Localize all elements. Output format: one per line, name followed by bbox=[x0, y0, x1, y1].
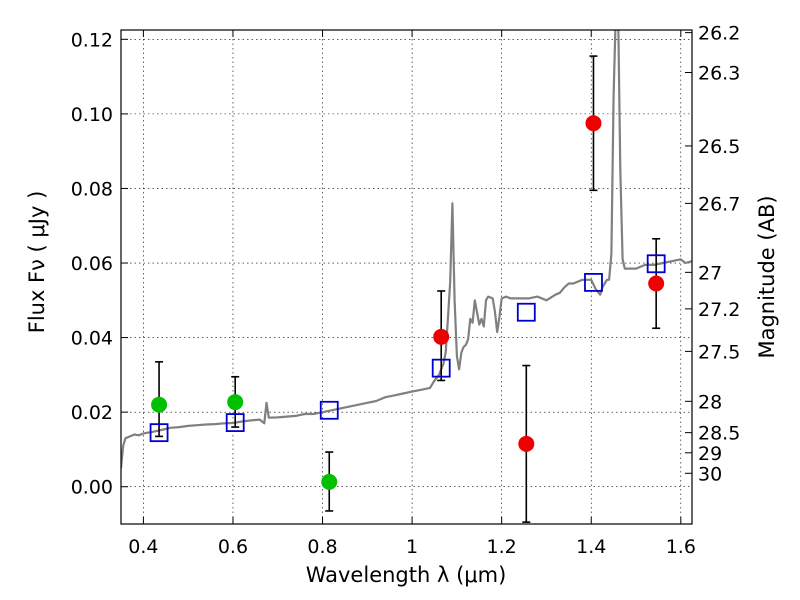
model-band-marker bbox=[516, 302, 536, 322]
x-tick-label: 1.2 bbox=[487, 536, 517, 558]
y2-tick-label: 26.5 bbox=[698, 136, 740, 158]
x-tick-label: 0.4 bbox=[128, 536, 158, 558]
spectrum-line bbox=[121, 30, 692, 469]
y-tick-label: 0.12 bbox=[71, 29, 113, 51]
y-tick-label: 0.10 bbox=[71, 104, 113, 126]
y2-tick-label: 26.3 bbox=[698, 63, 740, 85]
model-band-marker bbox=[431, 358, 451, 378]
y2-tick-label: 26.2 bbox=[698, 23, 740, 45]
axis-ticks: 0.4 0.6 0.8 1 1.2 1.4 1.6 0.00 0.02 0.04 0.06 0.08 0… bbox=[71, 23, 741, 558]
y-tick-label: 0.06 bbox=[71, 253, 113, 275]
y2-tick-label: 28.5 bbox=[698, 423, 740, 445]
x-axis-label: Wavelength λ (μm) bbox=[306, 563, 507, 587]
data-point bbox=[433, 328, 450, 345]
model-band-marker bbox=[225, 413, 245, 432]
x-tick-label: 1 bbox=[406, 536, 418, 558]
model-band-marker bbox=[319, 400, 339, 420]
data-point bbox=[648, 275, 665, 292]
y2-axis-label: Magnitude (AB) bbox=[755, 195, 779, 358]
model-spectrum bbox=[121, 30, 692, 469]
y2-tick-label: 27 bbox=[698, 262, 722, 284]
data-point bbox=[227, 394, 244, 411]
y2-tick-label: 29 bbox=[698, 443, 722, 465]
y2-tick-label: 30 bbox=[698, 463, 722, 485]
y-tick-label: 0.00 bbox=[71, 477, 113, 499]
y2-tick-label: 27.5 bbox=[698, 341, 740, 363]
y-tick-label: 0.08 bbox=[71, 178, 113, 200]
plot-frame bbox=[120, 29, 693, 525]
plot-background bbox=[121, 30, 692, 524]
model-band-marker bbox=[584, 273, 603, 292]
x-tick-label: 0.6 bbox=[218, 536, 248, 558]
y-axis-label: Flux Fν ( μJy ) bbox=[25, 191, 49, 334]
y2-tick-label: 27.2 bbox=[698, 299, 740, 321]
y-tick-label: 0.04 bbox=[71, 328, 113, 350]
x-tick-label: 1.6 bbox=[666, 536, 696, 558]
x-tick-label: 1.4 bbox=[576, 536, 606, 558]
y2-tick-label: 28 bbox=[698, 391, 722, 413]
x-tick-label: 0.8 bbox=[307, 536, 337, 558]
model-band-marker bbox=[646, 254, 666, 274]
data-point bbox=[585, 115, 602, 132]
grid bbox=[121, 30, 692, 524]
data-point bbox=[321, 473, 338, 490]
data-point bbox=[518, 435, 535, 452]
y-tick-label: 0.02 bbox=[71, 402, 113, 424]
data-point bbox=[151, 396, 168, 413]
y2-tick-label: 26.7 bbox=[698, 193, 740, 215]
model-band-marker bbox=[149, 423, 169, 443]
data-markers bbox=[149, 115, 666, 490]
